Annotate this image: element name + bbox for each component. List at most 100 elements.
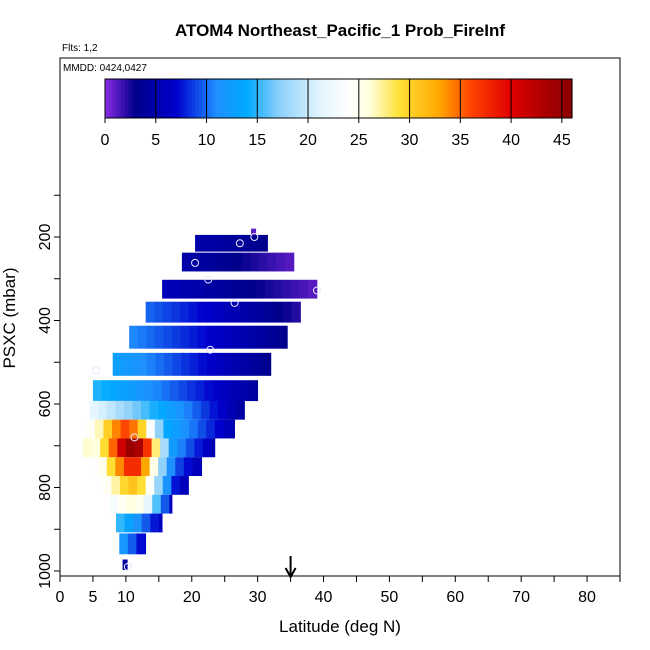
heatmap-cell [170, 380, 179, 402]
colorbar-segment [188, 79, 193, 118]
heatmap-cell [247, 279, 257, 299]
heatmap-cell [256, 301, 266, 323]
colorbar-segment [471, 79, 476, 118]
colorbar-segment [241, 79, 246, 118]
heatmap-cell [205, 301, 215, 323]
sample-point [235, 239, 244, 248]
flights-label: Flts: 1,2 [62, 43, 98, 54]
chart-title: ATOM4 Northeast_Pacific_1 Prob_FireInf [175, 21, 505, 40]
sample-point [130, 433, 139, 442]
heatmap-cell [203, 234, 213, 252]
colorbar-segment [561, 79, 566, 118]
colorbar-segment [275, 79, 280, 118]
colorbar-segment [431, 79, 436, 118]
heatmap-cell [103, 419, 113, 439]
heatmap-cell [149, 400, 159, 420]
heatmap-cell [214, 301, 224, 323]
colorbar-tick-label: 30 [401, 132, 419, 149]
heatmap-cell [257, 325, 267, 349]
heatmap-cell [137, 325, 147, 349]
heatmap-cell [224, 252, 234, 272]
heatmap-cell [128, 476, 138, 495]
colorbar-segment [468, 79, 473, 118]
heatmap-cell [199, 252, 208, 272]
heatmap-cell [179, 301, 189, 323]
heatmap-cell [152, 494, 162, 514]
heatmap-cell [89, 400, 99, 420]
y-tick-label: 1000 [37, 553, 54, 589]
heatmap-cell [204, 380, 214, 402]
sample-point [123, 562, 132, 571]
heatmap-cell [222, 301, 232, 323]
heatmap-cell [181, 352, 191, 376]
colorbar-segment [371, 79, 376, 118]
colorbar-segment [108, 79, 113, 118]
colorbar-tick-label: 40 [502, 132, 520, 149]
colorbar-segment [568, 79, 573, 118]
colorbar-segment [345, 79, 350, 118]
heatmap-cell [255, 380, 259, 402]
y-tick-label: 200 [37, 224, 54, 251]
latitude-arrow [284, 556, 297, 580]
x-tick-label: 60 [446, 589, 464, 606]
heatmap-cell [221, 380, 231, 402]
colorbar-segment [315, 79, 320, 118]
heatmap-cell [246, 234, 256, 252]
colorbar-segment [408, 79, 413, 118]
heatmap-cell [92, 380, 102, 402]
colorbar-segment [181, 79, 186, 118]
colorbar-segment [321, 79, 326, 118]
heatmap-cell [108, 438, 118, 458]
colorbar-segment [491, 79, 496, 118]
heatmap-cell [123, 400, 133, 420]
sample-point [250, 233, 259, 241]
colorbar-segment [238, 79, 243, 118]
colorbar-segment [545, 79, 550, 118]
heatmap-cell [110, 380, 120, 402]
colorbar-tick-label: 45 [553, 132, 571, 149]
colorbar-segment [205, 79, 210, 118]
x-tick-label: 80 [578, 589, 596, 606]
heatmap-cell [98, 400, 108, 420]
heatmap-cell [115, 400, 125, 420]
colorbar-segment [381, 79, 386, 118]
heatmap-cell [133, 513, 143, 533]
colorbar-segment [268, 79, 273, 118]
heatmap-cell [154, 325, 164, 349]
colorbar-segment [515, 79, 520, 118]
heatmap-cell [240, 325, 250, 349]
sample-points [92, 233, 321, 571]
colorbar-segment [221, 79, 226, 118]
heatmap-cell [276, 252, 286, 272]
colorbar-segment [558, 79, 563, 118]
colorbar-segment [498, 79, 503, 118]
heatmap-cell [230, 279, 240, 299]
heatmap-cell [187, 279, 197, 299]
heatmap-cell [316, 279, 318, 299]
heatmap-cell [232, 352, 242, 376]
colorbar-segment [328, 79, 333, 118]
colorbar-segment [438, 79, 443, 118]
heatmap-cell [172, 352, 182, 376]
colorbar-segment [125, 79, 129, 118]
heatmap-cell [115, 457, 125, 477]
heatmap-cell [243, 400, 245, 420]
heatmap-cell [94, 419, 104, 439]
heatmap-cell [160, 494, 170, 514]
heatmap-cell [125, 438, 135, 458]
heatmap-cell [235, 400, 245, 420]
heatmap-cell [229, 380, 239, 402]
heatmap-cell [129, 325, 139, 349]
heatmap-cell [163, 419, 173, 439]
heatmap-cell [151, 438, 161, 458]
colorbar-segment [375, 79, 380, 118]
colorbar-segment [175, 79, 179, 118]
heatmap-cell [183, 400, 193, 420]
colorbar-segment [198, 79, 203, 118]
heatmap-cell [229, 234, 239, 252]
heatmap-cell [172, 325, 181, 349]
sample-point [191, 258, 200, 267]
heatmap-cell [144, 380, 154, 402]
colorbar-segment [455, 79, 460, 118]
colorbar-segment [511, 79, 516, 118]
